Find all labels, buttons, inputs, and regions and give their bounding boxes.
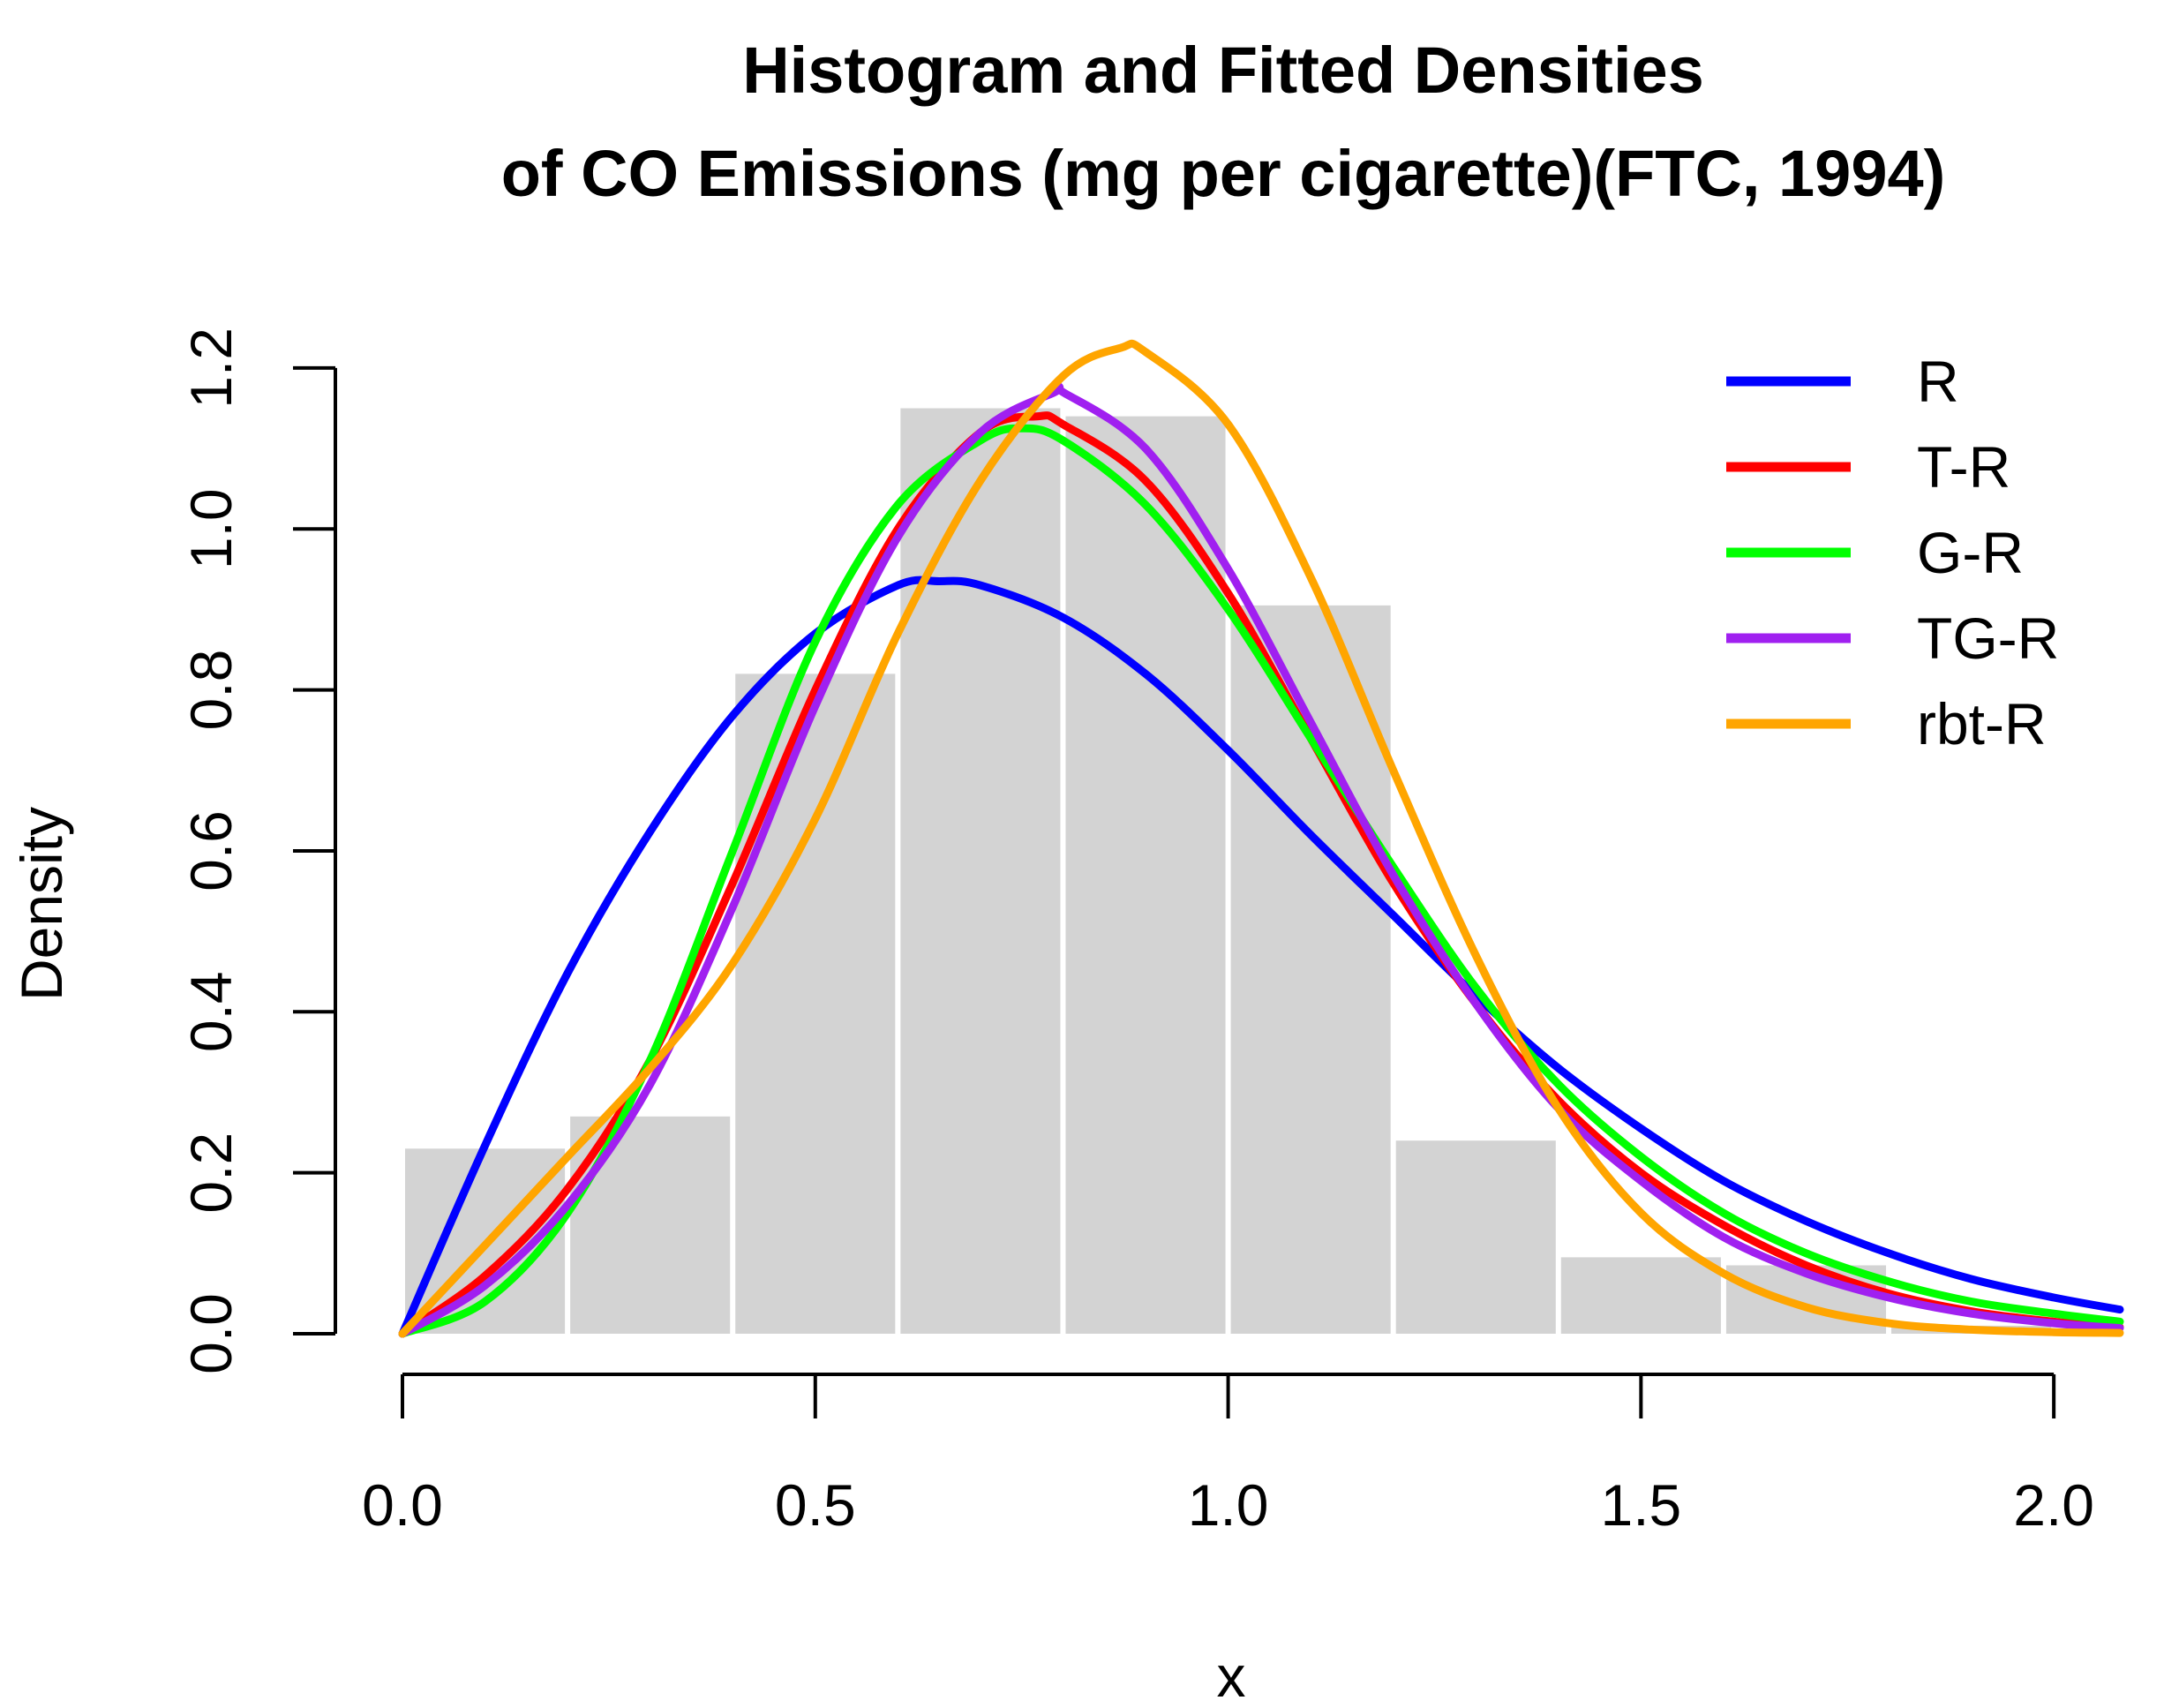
x-tick-label: 0.0 (362, 1472, 443, 1538)
x-tick-label: 0.5 (775, 1472, 856, 1538)
y-tick-label: 0.8 (178, 650, 244, 731)
y-tick-label: 1.0 (178, 488, 244, 569)
histogram-bar-4 (900, 408, 1061, 1334)
density-curves (398, 339, 2124, 1338)
y-tick-label: 0.6 (178, 810, 244, 892)
legend-label-tg-r: TG-R (1917, 606, 2059, 671)
y-axis: 0.0 0.2 0.4 0.6 0.8 1.0 1.2 (178, 327, 337, 1374)
histogram-bar-8 (1560, 1257, 1721, 1334)
y-tick-label: 0.2 (178, 1132, 244, 1214)
histogram-bar-7 (1395, 1140, 1556, 1334)
curve-tg-r (398, 381, 2124, 1338)
curve-g-r (398, 424, 2124, 1338)
chart-title-line-1: Histogram and Fitted Densities (742, 34, 1704, 107)
y-tick-label: 0.4 (178, 971, 244, 1052)
y-axis-label: Density (9, 807, 74, 1001)
legend: R T-R G-R TG-R rbt-R (1726, 349, 2059, 756)
x-axis: 0.0 0.5 1.0 1.5 2.0 (362, 1373, 2094, 1538)
y-tick-label: 1.2 (178, 327, 244, 409)
x-tick-label: 1.5 (1600, 1472, 1681, 1538)
x-axis-label: x (1217, 1644, 1246, 1708)
legend-label-rbt-r: rbt-R (1917, 691, 2047, 756)
legend-label-t-r: T-R (1917, 434, 2010, 500)
histogram-bars (405, 408, 2052, 1335)
curve-t-r (398, 411, 2124, 1338)
legend-label-g-r: G-R (1917, 520, 2024, 585)
chart-title-line-2: of CO Emissions (mg per cigarette)(FTC, … (501, 137, 1946, 210)
curve-r (398, 576, 2124, 1338)
x-tick-label: 1.0 (1188, 1472, 1269, 1538)
legend-label-r: R (1917, 349, 1959, 414)
x-tick-label: 2.0 (2013, 1472, 2094, 1538)
y-tick-label: 0.0 (178, 1293, 244, 1374)
curve-rbt-r (398, 339, 2124, 1338)
